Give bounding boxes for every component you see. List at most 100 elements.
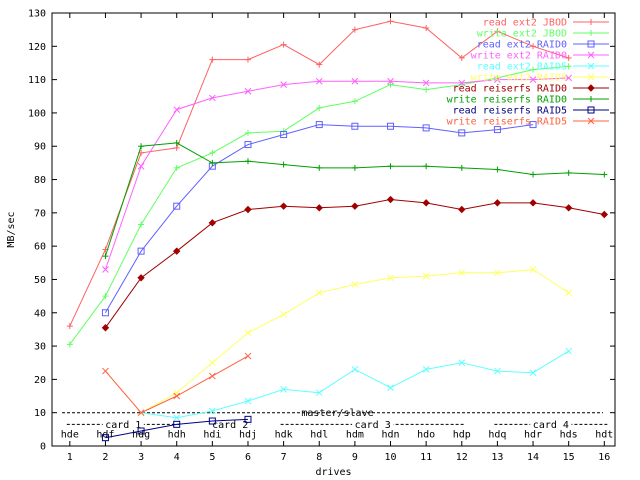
marker-diamond <box>493 199 502 207</box>
marker-cross-b <box>244 87 252 95</box>
legend-label: write ext2 RAID0 <box>471 51 567 62</box>
legend-label: read reiserfs RAID5 <box>453 106 567 117</box>
marker-cross-b <box>458 79 466 87</box>
y-tick-label: 0 <box>40 442 46 453</box>
x-tick-label: 1 <box>67 452 73 463</box>
series-read-ext2-raid5 <box>137 347 573 422</box>
marker-cross-b <box>244 397 252 405</box>
marker-diamond <box>587 84 595 92</box>
legend-label: read ext2 RAID0 <box>477 40 567 51</box>
marker-cross-b <box>529 369 537 377</box>
series-line <box>104 198 605 329</box>
y-tick-label: 10 <box>34 408 46 419</box>
y-tick-label: 50 <box>34 275 46 286</box>
marker-cross-b <box>137 162 145 170</box>
marker-square <box>351 122 359 130</box>
marker-cross-b <box>587 51 595 59</box>
series-line <box>104 124 534 314</box>
marker-square <box>208 417 216 425</box>
marker-square <box>422 124 430 132</box>
y-tick-label: 40 <box>34 308 46 319</box>
plot-border <box>51 12 616 447</box>
marker-diamond <box>244 205 252 214</box>
drive-label: hdl <box>310 430 328 441</box>
marker-square <box>458 129 466 137</box>
card-label-bg <box>102 419 144 429</box>
y-axis-label: MB/sec <box>6 211 17 247</box>
marker-square <box>101 309 109 317</box>
x-tick-label: 13 <box>491 452 503 463</box>
drive-label: hdr <box>524 430 542 441</box>
series-line <box>104 142 605 257</box>
marker-cross-b <box>351 366 359 373</box>
marker-cross-b <box>565 289 573 297</box>
x-tick-label: 7 <box>281 452 287 463</box>
marker-cross-b <box>565 74 573 82</box>
card-label: card 2 <box>212 420 248 431</box>
drive-label: hdm <box>346 430 364 441</box>
y-tick-label: 80 <box>34 175 46 186</box>
x-tick-label: 12 <box>456 452 468 463</box>
card-label-bg <box>352 419 394 429</box>
marker-square <box>387 122 395 130</box>
marker-cross-b <box>351 77 359 85</box>
card-label-bg <box>530 419 572 429</box>
marker-diamond <box>386 195 395 204</box>
marker-cross-b <box>102 266 109 273</box>
series-line <box>105 355 249 414</box>
marker-cross-b <box>422 272 430 280</box>
marker-square <box>493 126 501 134</box>
y-tick-label: 130 <box>28 9 46 20</box>
x-tick-label: 3 <box>138 452 144 463</box>
legend-label: read ext2 RAID5 <box>477 62 567 73</box>
legend-label: write reiserfs RAID5 <box>447 117 567 128</box>
legend-label: read reiserfs RAID0 <box>453 84 567 95</box>
marker-cross-b <box>387 77 394 85</box>
drive-label: hds <box>560 430 578 441</box>
marker-cross-b <box>387 274 394 282</box>
drive-label: hdt <box>595 430 613 441</box>
x-tick-label: 4 <box>174 452 180 463</box>
marker-diamond <box>351 202 359 210</box>
marker-square <box>137 427 145 435</box>
card-label: card 4 <box>533 420 569 431</box>
marker-square <box>173 202 181 210</box>
drive-label: hde <box>61 430 79 441</box>
card-label: card 1 <box>105 420 141 431</box>
x-axis-label: drives <box>315 467 351 478</box>
y-tick-label: 20 <box>34 375 46 386</box>
marker-cross-b <box>280 386 287 393</box>
marker-cross-b <box>280 81 287 88</box>
marker-diamond <box>564 204 573 212</box>
marker-cross-b <box>102 367 109 375</box>
marker-square <box>529 121 537 129</box>
y-tick-label: 30 <box>34 342 46 353</box>
marker-cross-b <box>208 94 216 102</box>
y-tick-label: 120 <box>28 42 46 53</box>
series-read-ext2-jbod <box>66 18 572 330</box>
series-read-reiserfs-raid5 <box>101 415 252 442</box>
x-tick-label: 16 <box>598 452 610 463</box>
marker-diamond <box>137 274 145 282</box>
marker-square <box>315 121 323 129</box>
legend-label: write ext2 JBOD <box>477 29 567 40</box>
drive-label: hdh <box>168 430 186 441</box>
x-tick-label: 5 <box>209 452 215 463</box>
marker-cross-b <box>529 76 537 83</box>
marker-diamond <box>208 219 217 227</box>
y-tick-label: 70 <box>34 208 46 219</box>
marker-cross-b <box>458 269 466 277</box>
series-read-reiserfs-raid0 <box>101 195 609 332</box>
x-tick-label: 10 <box>384 452 396 463</box>
marker-cross-b <box>387 384 394 392</box>
marker-cross-b <box>422 79 430 87</box>
legend-label: write reiserfs RAID0 <box>447 95 567 106</box>
marker-cross-b <box>244 352 252 360</box>
marker-square <box>173 420 181 428</box>
drive-label: hdk <box>275 430 293 441</box>
card-label: card 3 <box>355 420 391 431</box>
y-tick-label: 60 <box>34 242 46 253</box>
series-line <box>104 77 569 270</box>
